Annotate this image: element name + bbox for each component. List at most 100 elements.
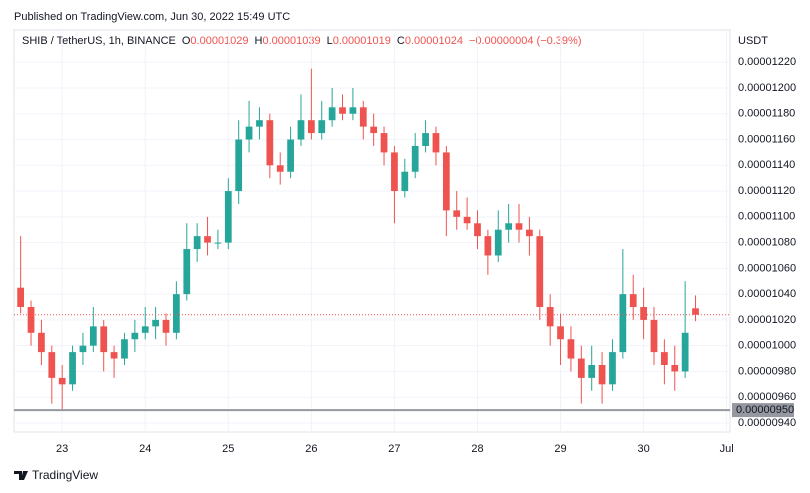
candle-body: [577, 358, 585, 378]
candle-body: [661, 352, 668, 365]
candle-body: [38, 332, 45, 353]
y-tick-label: 0.00001220: [738, 56, 796, 68]
candle-body: [100, 326, 108, 353]
price-line-label-box: [732, 403, 794, 418]
candle-body: [609, 352, 616, 385]
candle-body: [152, 319, 159, 327]
candles: [14, 68, 730, 412]
candle-body: [442, 152, 450, 211]
candle-body: [474, 223, 481, 237]
candle-body: [567, 339, 575, 359]
grid: [14, 30, 730, 432]
candle-body: [370, 126, 378, 134]
candle-body: [328, 107, 336, 121]
candle-body: [671, 365, 679, 372]
price-line-label: 0.00000950: [736, 404, 794, 416]
candle-body: [650, 319, 658, 353]
candle-body: [629, 294, 637, 308]
y-tick-label: 0.00000980: [738, 365, 796, 377]
candle-body: [484, 236, 492, 256]
plot-frame: [13, 29, 731, 433]
y-tick-label: 0.00001160: [738, 133, 795, 145]
candle-body: [619, 294, 627, 353]
candle-body: [557, 326, 564, 340]
y-tick-label: 0.00001020: [738, 314, 796, 326]
candle-body: [276, 165, 284, 172]
x-tick-label: 23: [56, 443, 68, 455]
candle-body: [69, 352, 76, 385]
candle-body: [505, 223, 513, 230]
legend-label: L: [327, 35, 333, 47]
y-tick-label: 0.00001140: [738, 159, 795, 171]
legend-label: O: [182, 35, 191, 47]
y-tick-label: 0.00001080: [738, 237, 796, 249]
candle-body: [349, 107, 357, 114]
candle-body: [48, 352, 56, 378]
x-tick-label: Jul: [720, 443, 734, 455]
candle-body: [162, 319, 170, 333]
candle-body: [183, 249, 191, 295]
legend-value: 0.00001024: [405, 35, 463, 47]
candle-body: [463, 216, 471, 224]
x-tick-label: 24: [139, 443, 151, 455]
y-tick-label: 0.00000960: [738, 391, 796, 403]
y-tick-label: 0.00001040: [738, 288, 796, 300]
x-tick-label: 27: [388, 443, 400, 455]
y-tick-label: 0.00001200: [738, 82, 796, 94]
candle-body: [266, 120, 274, 166]
y-tick-label: 0.00001180: [738, 108, 795, 120]
candle-body: [536, 236, 544, 308]
candle-body: [110, 352, 118, 359]
candle-body: [401, 171, 409, 192]
candle-body: [692, 308, 699, 315]
logo: TradingView: [32, 468, 98, 482]
symbol: SHIB / TetherUS, 1h, BINANCE: [22, 35, 176, 47]
x-tick-label: 26: [305, 443, 317, 455]
candle-body: [432, 133, 440, 153]
candle-body: [380, 133, 388, 153]
candle-body: [204, 236, 211, 243]
candle-body: [359, 107, 367, 127]
candle-body: [131, 332, 139, 340]
y-tick-label: 0.00001120: [738, 185, 795, 197]
x-tick-label: 29: [554, 443, 566, 455]
candle-body: [494, 229, 502, 256]
x-tick-label: 28: [471, 443, 483, 455]
candle-body: [297, 120, 305, 140]
legend-label: H: [255, 35, 263, 47]
candle-body: [245, 126, 253, 140]
candle-body: [256, 120, 263, 127]
candle-body: [526, 229, 533, 237]
candle-body: [121, 339, 128, 359]
logo-icon: [14, 471, 28, 480]
candle-body: [422, 133, 429, 146]
candle-body: [339, 107, 346, 114]
candle-body: [411, 145, 419, 172]
published: Published on TradingView.com, Jun 30, 20…: [14, 11, 290, 23]
candle-body: [173, 294, 180, 333]
y-tick-label: 0.00001000: [738, 340, 796, 352]
candle-body: [27, 307, 35, 333]
x-tick-label: 25: [222, 443, 234, 455]
candle-body: [214, 242, 222, 244]
candle-body: [453, 210, 461, 217]
legend-value: 0.00001029: [190, 35, 248, 47]
candle-body: [307, 120, 315, 134]
y-tick-label: 0.00001060: [738, 262, 796, 274]
axes: 0.00000940 0.00000960 0.00000980 0.00001000…: [56, 56, 796, 455]
candle-body: [640, 307, 647, 320]
candle-body: [89, 326, 97, 346]
candle-body: [141, 326, 149, 333]
candle-body: [287, 139, 294, 172]
candle-body: [17, 287, 25, 308]
candle-body: [318, 120, 326, 134]
candle-body: [598, 365, 606, 385]
legend-label: C: [397, 35, 405, 47]
candle-body: [515, 223, 523, 230]
logo-shape: [14, 471, 28, 480]
candle-body: [391, 152, 398, 192]
currency: USDT: [738, 35, 768, 47]
